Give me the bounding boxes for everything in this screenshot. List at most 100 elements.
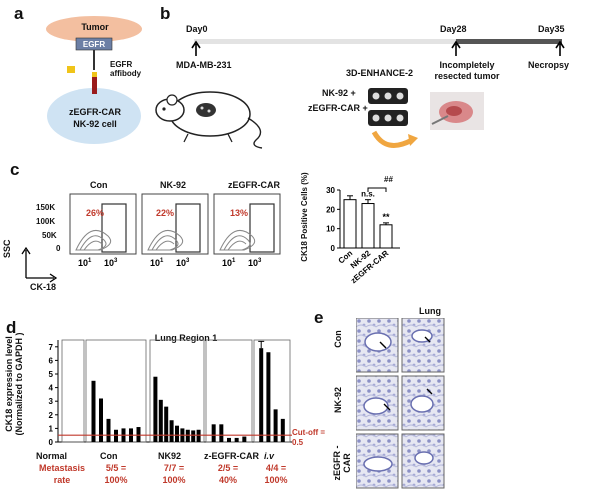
panel-label-c: c [10, 160, 20, 179]
d-group-box-0 [61, 339, 85, 443]
ck18-axis-arrow [26, 273, 58, 283]
histology-nk92-high [401, 375, 445, 431]
flow-plots: 101 103 101 103 101 103 [21, 193, 281, 283]
panel-label-b: b [160, 4, 171, 23]
group-label-con: Con [100, 451, 118, 461]
affibody-label: EGFR affibody [110, 60, 142, 78]
histology-car-low [356, 433, 399, 489]
c-bar-tick-label: 20 [326, 205, 335, 214]
d-bar-tick-label: 6 [49, 356, 54, 365]
svg-text:103: 103 [104, 258, 118, 268]
nk92-device-label: NK-92 + [322, 88, 356, 98]
timeline-late [456, 39, 562, 44]
flow-ytick-0: 0 [56, 244, 61, 253]
d-bar-3-0 [211, 424, 216, 442]
implant-arrow [371, 130, 414, 148]
cutoff-label: Cut-off = 0.5 [292, 428, 326, 447]
ssc-axis-arrow [21, 246, 31, 278]
d-bar-2-6 [185, 429, 190, 442]
d-bar-3-1 [219, 424, 224, 442]
flow-title-nk92: NK-92 [160, 180, 187, 190]
day0-label: Day0 [186, 24, 208, 34]
d-bar-3-2 [227, 437, 231, 442]
panel-b-timeline [155, 39, 565, 149]
bar-sig-hash: ## [384, 175, 393, 184]
surgery-photo [430, 92, 484, 130]
d-bar-2-0 [153, 376, 158, 442]
metastasis-con: 5/5 = 100% [104, 463, 128, 485]
flow-ytick-150k: 150K [36, 203, 56, 212]
flow-title-con: Con [90, 180, 108, 190]
day28-arrow [451, 40, 461, 56]
flow-percent-nk92: 22% [156, 208, 175, 218]
d-bar-1-2 [106, 418, 111, 442]
d-group-box-4 [253, 339, 291, 443]
flow-plot-con [69, 193, 137, 255]
day0-arrow [191, 40, 201, 56]
c-bar-sig-star: ** [382, 212, 390, 222]
ck18-label: CK-18 [30, 282, 57, 292]
flow-ytick-50k: 50K [42, 231, 57, 240]
c-bar-1 [361, 203, 375, 249]
group-label-nk92: NK92 [158, 451, 182, 461]
metastasis-rate-label: Metastasis rate [38, 463, 86, 485]
d-bar-tick-label: 2 [49, 411, 54, 420]
group-label-iv: i.v [264, 451, 275, 461]
tumor-arrows [379, 336, 433, 411]
device-label: 3D-ENHANCE-2 [346, 68, 414, 78]
resected-label: Incompletely resected tumor [434, 60, 500, 81]
d-bar-2-4 [175, 425, 179, 442]
lung-region-title: Lung Region 1 [154, 333, 218, 343]
row-label-car: zEGFR -CAR [332, 445, 352, 481]
d-bar-2-2 [164, 406, 169, 442]
c-bar-tick-label: 0 [331, 244, 336, 253]
svg-text:103: 103 [248, 258, 262, 268]
d-bar-4-3 [280, 418, 285, 442]
svg-text:103: 103 [176, 258, 190, 268]
car-device-label: zEGFR-CAR + [308, 103, 368, 113]
day28-label: Day28 [440, 24, 467, 34]
nk-cell-shape [47, 88, 141, 144]
necropsy-label: Necropsy [528, 60, 570, 70]
histology-title: Lung [419, 306, 441, 316]
d-bar-tick-label: 1 [49, 424, 54, 433]
histology-con-low [356, 318, 399, 373]
c-bar-tick-label: 30 [326, 186, 335, 195]
day35-label: Day35 [538, 24, 565, 34]
day35-arrow [555, 40, 565, 56]
d-bar-tick-label: 4 [49, 384, 54, 393]
d-bar-2-1 [158, 399, 163, 442]
flow-title-car: zEGFR-CAR [228, 180, 280, 190]
group-label-normal: Normal [36, 451, 68, 461]
flow-percent-con: 26% [86, 208, 105, 218]
panel-label-e: e [314, 308, 324, 327]
d-bar-4-2 [273, 409, 278, 442]
histology-nk92-low [356, 375, 399, 431]
affibody-shape [67, 66, 75, 73]
c-bar-tick-label: 10 [326, 225, 335, 234]
car-construct [92, 76, 97, 94]
panel-a-schematic [46, 16, 142, 144]
d-bar-2-7 [191, 430, 196, 442]
group-label-car: z-EGFR-CAR [204, 451, 259, 461]
car-binder [92, 72, 97, 77]
egfr-label: EGFR [82, 40, 106, 49]
car-nk-cell-label: zEGFR-CAR NK-92 cell [69, 107, 121, 129]
d-bar-2-8 [196, 429, 201, 442]
c-bar-0 [343, 199, 357, 249]
svg-text:101: 101 [150, 258, 164, 268]
d-bar-1-0 [91, 380, 96, 442]
d-bar-1-6 [136, 427, 141, 442]
flow-percent-car: 13% [230, 208, 249, 218]
d-bar-tick-label: 0 [49, 438, 54, 447]
d-bar-tick-label: 7 [49, 343, 54, 352]
histology-con-high [401, 318, 445, 373]
d-bar-2-3 [169, 420, 174, 442]
histology-car-high [401, 433, 445, 489]
tumor-shape [46, 16, 142, 42]
mouse-icon [155, 91, 263, 149]
histology-grid [356, 318, 445, 489]
device-plate-nk92 [368, 88, 408, 104]
d-bar-4-0 [259, 348, 264, 442]
